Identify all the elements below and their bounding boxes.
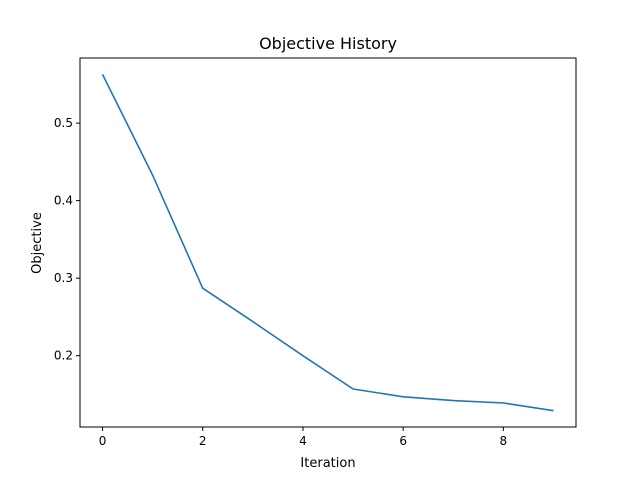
y-tick-label: 0.4 — [54, 194, 73, 208]
y-tick-label: 0.2 — [54, 349, 73, 363]
plot-area-frame — [79, 57, 577, 428]
objective-series-line — [101, 73, 554, 412]
x-tick-label: 0 — [99, 434, 107, 448]
y-tick-label: 0.5 — [54, 116, 73, 130]
x-tick-label: 8 — [500, 434, 508, 448]
y-axis-label: Objective — [30, 212, 45, 274]
y-tick-label: 0.3 — [54, 271, 73, 285]
x-tick-label: 6 — [399, 434, 407, 448]
x-tick-label: 4 — [299, 434, 307, 448]
x-axis-label: Iteration — [300, 456, 355, 471]
x-tick-label: 2 — [199, 434, 207, 448]
chart-title: Objective History — [259, 34, 397, 53]
